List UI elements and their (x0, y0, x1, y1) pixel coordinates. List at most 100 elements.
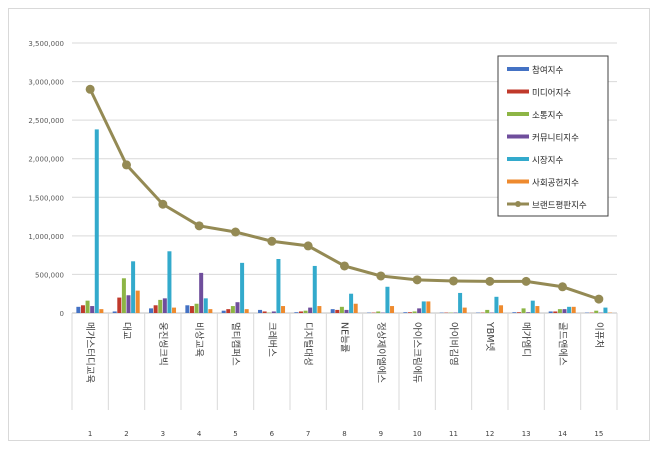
bar-미디어지수 (516, 312, 521, 313)
bar-시장지수 (603, 307, 608, 313)
bar-커뮤니티지수 (526, 312, 531, 313)
line-point (231, 227, 240, 237)
bar-소통지수 (121, 278, 126, 313)
bar-커뮤니티지수 (344, 309, 349, 313)
y-tick-label: 2,000,000 (28, 156, 64, 164)
legend-label: 시장지수 (532, 155, 563, 166)
legend-swatch (507, 112, 529, 116)
line-point (122, 160, 131, 170)
y-tick-label: 1,000,000 (28, 233, 64, 241)
bar-미디어지수 (262, 311, 267, 313)
legend-label: 참여지수 (532, 65, 563, 76)
bar-시장지수 (567, 306, 572, 313)
legend-swatch (507, 157, 529, 161)
rank-label: 13 (522, 430, 531, 438)
category-label: 크레버스 (266, 322, 277, 357)
bar-사회공헌지수 (135, 290, 140, 313)
legend-label: 커뮤니티지수 (532, 133, 579, 144)
rank-label: 2 (124, 430, 128, 438)
category-label: 대교 (121, 322, 132, 340)
bar-미디어지수 (298, 311, 303, 313)
bar-미디어지수 (407, 312, 412, 313)
bar-소통지수 (485, 309, 490, 313)
legend-swatch (507, 67, 529, 71)
bar-미디어지수 (226, 309, 231, 313)
line-point (412, 275, 422, 285)
line-point (194, 221, 204, 231)
category-label: 아이비김영 (448, 322, 460, 366)
bar-미디어지수 (335, 309, 340, 313)
rank-label: 11 (449, 430, 458, 438)
bar-소통지수 (376, 311, 381, 313)
line-point (85, 84, 95, 94)
bar-참여지수 (112, 311, 117, 313)
category-label: 아이스크림에듀 (411, 322, 423, 383)
bar-시장지수 (421, 301, 426, 313)
bar-소통지수 (194, 303, 199, 313)
y-tick-label: 1,500,000 (28, 194, 64, 202)
bar-소통지수 (594, 310, 599, 313)
bar-커뮤니티지수 (199, 272, 204, 313)
rank-label: 14 (558, 430, 567, 438)
bar-시장지수 (131, 261, 136, 313)
legend-swatch (507, 89, 529, 94)
line-point (303, 241, 313, 251)
bar-사회공헌지수 (208, 309, 213, 313)
rank-label: 10 (413, 430, 422, 438)
bar-커뮤니티지수 (417, 308, 422, 313)
line-point (594, 294, 604, 304)
rank-label: 5 (233, 430, 237, 438)
bar-사회공헌지수 (99, 309, 104, 313)
bar-참여지수 (258, 309, 263, 313)
bar-소통지수 (158, 299, 163, 313)
legend-label: 소통지수 (532, 111, 563, 121)
bar-참여지수 (403, 312, 408, 313)
rank-label: 6 (270, 430, 275, 438)
bar-시장지수 (458, 292, 463, 313)
bar-참여지수 (221, 310, 226, 313)
legend-label: 브랜드평판지수 (532, 200, 587, 211)
bar-참여지수 (512, 312, 517, 313)
bar-시장지수 (530, 300, 535, 313)
bar-사회공헌지수 (281, 306, 286, 313)
rank-label: 4 (197, 430, 202, 438)
bar-사회공헌지수 (426, 301, 431, 313)
category-label: 정상제이엘에스 (375, 322, 386, 383)
y-tick-label: 500,000 (35, 271, 64, 279)
bar-커뮤니티지수 (126, 295, 131, 313)
rank-label: 7 (306, 430, 310, 438)
bar-커뮤니티지수 (271, 311, 276, 313)
bar-사회공헌지수 (499, 305, 504, 313)
bar-참여지수 (330, 309, 335, 313)
bar-사회공헌지수 (535, 306, 540, 313)
rank-label: 15 (594, 430, 603, 438)
rank-label: 8 (342, 430, 346, 438)
bar-미디어지수 (553, 311, 558, 313)
line-point (521, 276, 531, 286)
bar-참여지수 (149, 308, 154, 313)
legend-swatch (507, 179, 529, 184)
bar-시장지수 (349, 293, 354, 313)
bar-시장지수 (312, 265, 317, 313)
bar-시장지수 (94, 129, 99, 313)
y-tick-label: 3,500,000 (28, 40, 64, 48)
line-point (558, 282, 567, 292)
y-tick-label: 2,500,000 (28, 117, 64, 125)
rank-label: 9 (379, 430, 383, 438)
legend-label: 사회공헌지수 (532, 179, 579, 189)
line-point (158, 199, 168, 209)
bar-사회공헌지수 (244, 309, 249, 313)
bar-참여지수 (294, 312, 299, 313)
bar-사회공헌지수 (571, 306, 576, 313)
rank-label: 12 (485, 430, 494, 438)
bar-참여지수 (185, 305, 190, 313)
bar-소통지수 (85, 300, 90, 313)
y-tick-label: 0 (60, 310, 64, 318)
rank-label: 3 (161, 430, 165, 438)
bar-미디어지수 (80, 305, 85, 313)
category-label: 비상교육 (193, 322, 204, 357)
bar-커뮤니티지수 (90, 306, 95, 313)
legend-label: 미디어지수 (532, 88, 571, 99)
